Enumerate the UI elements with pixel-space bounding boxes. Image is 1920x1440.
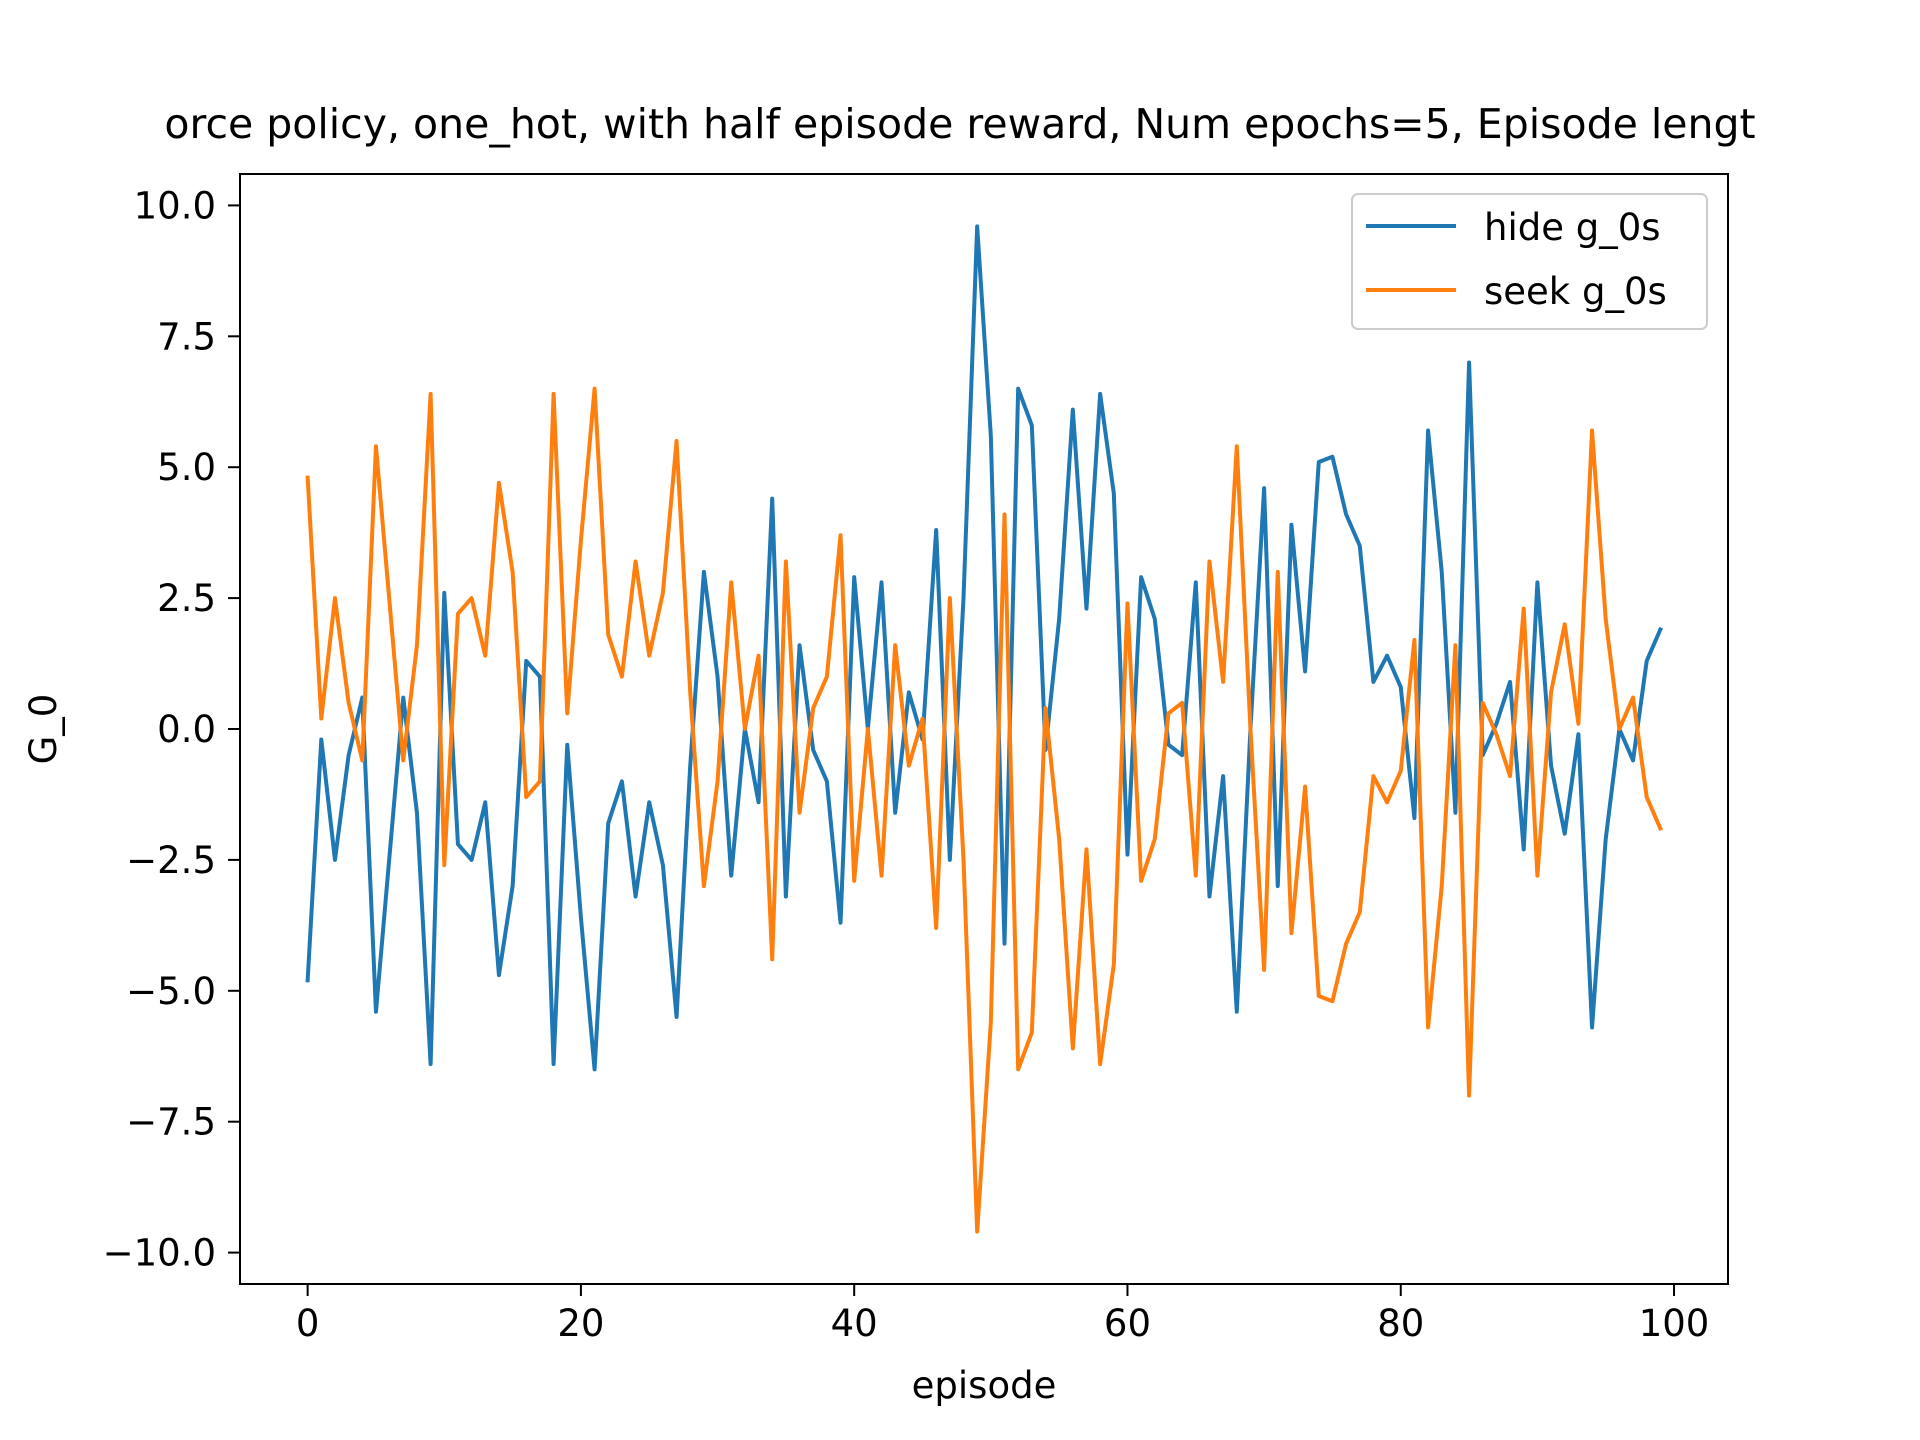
y-tick-label: −10.0 [103, 1232, 216, 1275]
x-tick-label: 40 [831, 1302, 878, 1345]
x-tick-label: 60 [1104, 1302, 1151, 1345]
y-tick-label: 2.5 [157, 577, 216, 620]
y-tick-label: −2.5 [126, 839, 216, 882]
legend-label-hide: hide g_0s [1484, 206, 1661, 249]
x-tick-label: 0 [296, 1302, 320, 1345]
series-line-seek [305, 386, 1663, 1234]
chart-title: orce policy, one_hot, with half episode … [164, 100, 1755, 148]
y-tick-label: 0.0 [157, 708, 216, 751]
y-tick-label: 5.0 [157, 446, 216, 489]
x-axis-label: episode [912, 1364, 1057, 1407]
plot-area [239, 173, 1729, 1285]
x-tick-label: 80 [1377, 1302, 1424, 1345]
series-layer [305, 224, 1663, 1234]
y-axis: 10.0 7.5 5.0 2.5 0.0 −2.5 −5.0 −7.5 −10.0 [103, 184, 240, 1275]
y-tick-label: −5.0 [126, 970, 216, 1013]
x-axis: 0 20 40 60 80 100 [296, 1284, 1709, 1345]
x-tick-label: 100 [1639, 1302, 1710, 1345]
y-axis-label: G_0 [22, 694, 65, 765]
y-tick-label: 7.5 [157, 315, 216, 358]
legend: hide g_0s seek g_0s [1351, 193, 1708, 330]
legend-label-seek: seek g_0s [1484, 270, 1667, 313]
series-line-hide [305, 224, 1663, 1072]
x-tick-label: 20 [557, 1302, 604, 1345]
y-tick-label: −7.5 [126, 1101, 216, 1144]
y-tick-label: 10.0 [134, 184, 216, 227]
